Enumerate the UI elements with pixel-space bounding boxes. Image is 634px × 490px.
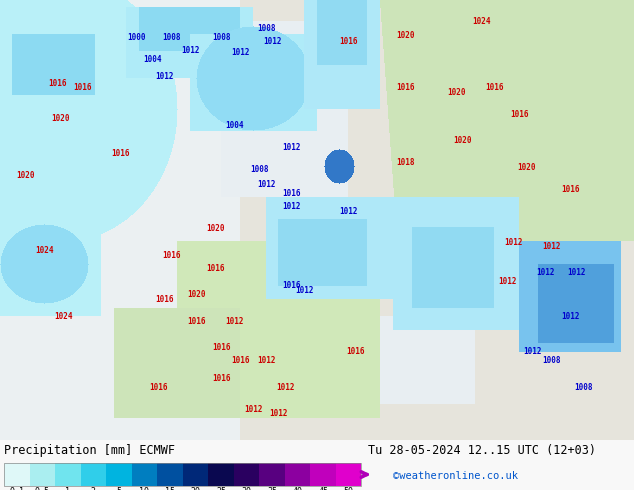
Text: Tu 28-05-2024 12..15 UTC (12+03): Tu 28-05-2024 12..15 UTC (12+03) bbox=[368, 444, 596, 457]
Text: 1012: 1012 bbox=[498, 277, 517, 286]
Text: 1000: 1000 bbox=[127, 33, 146, 42]
Text: 1016: 1016 bbox=[396, 83, 415, 93]
Text: 1016: 1016 bbox=[212, 374, 231, 383]
Text: 1016: 1016 bbox=[231, 356, 250, 366]
Bar bbox=[157, 463, 183, 486]
Text: 1016: 1016 bbox=[162, 251, 181, 260]
Text: 1018: 1018 bbox=[396, 158, 415, 167]
Text: 1016: 1016 bbox=[346, 347, 365, 357]
Text: 1008: 1008 bbox=[257, 24, 276, 33]
Text: 1024: 1024 bbox=[54, 312, 73, 321]
Text: 1020: 1020 bbox=[206, 224, 225, 233]
Text: 25: 25 bbox=[216, 487, 226, 490]
Text: 1012: 1012 bbox=[536, 269, 555, 277]
Text: 1016: 1016 bbox=[485, 83, 504, 93]
Text: 2: 2 bbox=[91, 487, 96, 490]
Text: 1020: 1020 bbox=[447, 88, 466, 97]
Bar bbox=[55, 463, 81, 486]
Text: 1016: 1016 bbox=[561, 185, 580, 194]
Text: 1024: 1024 bbox=[35, 246, 54, 255]
Text: 1016: 1016 bbox=[48, 79, 67, 88]
Text: 1012: 1012 bbox=[339, 207, 358, 216]
Text: 1012: 1012 bbox=[263, 37, 282, 46]
Text: 1016: 1016 bbox=[149, 383, 168, 392]
Text: 1008: 1008 bbox=[250, 165, 269, 174]
Text: 1012: 1012 bbox=[181, 46, 200, 55]
Text: 1016: 1016 bbox=[73, 83, 92, 93]
Text: 1012: 1012 bbox=[295, 286, 314, 295]
Text: 50: 50 bbox=[344, 487, 354, 490]
Bar bbox=[259, 463, 285, 486]
Text: 1016: 1016 bbox=[206, 264, 225, 273]
Text: 1012: 1012 bbox=[561, 312, 580, 321]
Bar bbox=[106, 463, 132, 486]
Text: 1020: 1020 bbox=[396, 31, 415, 40]
Text: 5: 5 bbox=[117, 487, 121, 490]
Text: 1012: 1012 bbox=[244, 405, 263, 414]
Text: 1016: 1016 bbox=[111, 149, 130, 158]
Text: 1: 1 bbox=[65, 487, 70, 490]
Text: 15: 15 bbox=[165, 487, 175, 490]
Text: 1020: 1020 bbox=[453, 136, 472, 146]
Text: 1016: 1016 bbox=[282, 281, 301, 291]
Bar bbox=[0, 440, 634, 490]
Text: 1012: 1012 bbox=[282, 143, 301, 152]
Text: 20: 20 bbox=[190, 487, 200, 490]
Text: 1004: 1004 bbox=[143, 55, 162, 64]
Bar bbox=[208, 463, 234, 486]
Text: 1012: 1012 bbox=[155, 73, 174, 81]
Text: 1012: 1012 bbox=[542, 242, 561, 251]
Text: 40: 40 bbox=[292, 487, 302, 490]
Text: 45: 45 bbox=[318, 487, 328, 490]
Text: 1012: 1012 bbox=[276, 383, 295, 392]
Bar bbox=[4, 463, 30, 486]
Text: 1016: 1016 bbox=[187, 317, 206, 326]
Text: 30: 30 bbox=[242, 487, 252, 490]
Bar bbox=[310, 463, 336, 486]
Bar bbox=[81, 463, 106, 486]
Text: 10: 10 bbox=[139, 487, 150, 490]
Text: 1008: 1008 bbox=[162, 33, 181, 42]
Text: 1020: 1020 bbox=[16, 172, 35, 180]
Text: Precipitation [mm] ECMWF: Precipitation [mm] ECMWF bbox=[4, 444, 175, 457]
Text: 1012: 1012 bbox=[567, 269, 586, 277]
Text: 1004: 1004 bbox=[225, 121, 244, 130]
Text: 1016: 1016 bbox=[212, 343, 231, 352]
Bar bbox=[183, 463, 208, 486]
Text: 1020: 1020 bbox=[187, 290, 206, 299]
Bar bbox=[4, 463, 361, 486]
Text: 1012: 1012 bbox=[257, 356, 276, 366]
Text: 1020: 1020 bbox=[51, 114, 70, 123]
Bar bbox=[30, 463, 55, 486]
Text: 0.1: 0.1 bbox=[10, 487, 24, 490]
Text: 1016: 1016 bbox=[282, 189, 301, 198]
Text: 1016: 1016 bbox=[155, 294, 174, 304]
Text: 1012: 1012 bbox=[282, 202, 301, 211]
Text: 1012: 1012 bbox=[225, 317, 244, 326]
Text: 1016: 1016 bbox=[510, 110, 529, 119]
Text: 1008: 1008 bbox=[574, 383, 593, 392]
Text: 1020: 1020 bbox=[517, 163, 536, 172]
Text: 1012: 1012 bbox=[523, 347, 542, 357]
Bar bbox=[285, 463, 310, 486]
Text: 0.5: 0.5 bbox=[35, 487, 50, 490]
Text: 1012: 1012 bbox=[504, 238, 523, 246]
Text: 1012: 1012 bbox=[257, 180, 276, 189]
Text: 1012: 1012 bbox=[269, 409, 288, 418]
Text: 35: 35 bbox=[267, 487, 277, 490]
Text: 1024: 1024 bbox=[472, 18, 491, 26]
Text: 1008: 1008 bbox=[212, 33, 231, 42]
Bar bbox=[234, 463, 259, 486]
Text: ©weatheronline.co.uk: ©weatheronline.co.uk bbox=[393, 471, 518, 481]
Bar bbox=[336, 463, 361, 486]
Text: 1008: 1008 bbox=[542, 356, 561, 366]
Text: 1012: 1012 bbox=[231, 49, 250, 57]
Text: 1016: 1016 bbox=[339, 37, 358, 46]
Bar bbox=[132, 463, 157, 486]
